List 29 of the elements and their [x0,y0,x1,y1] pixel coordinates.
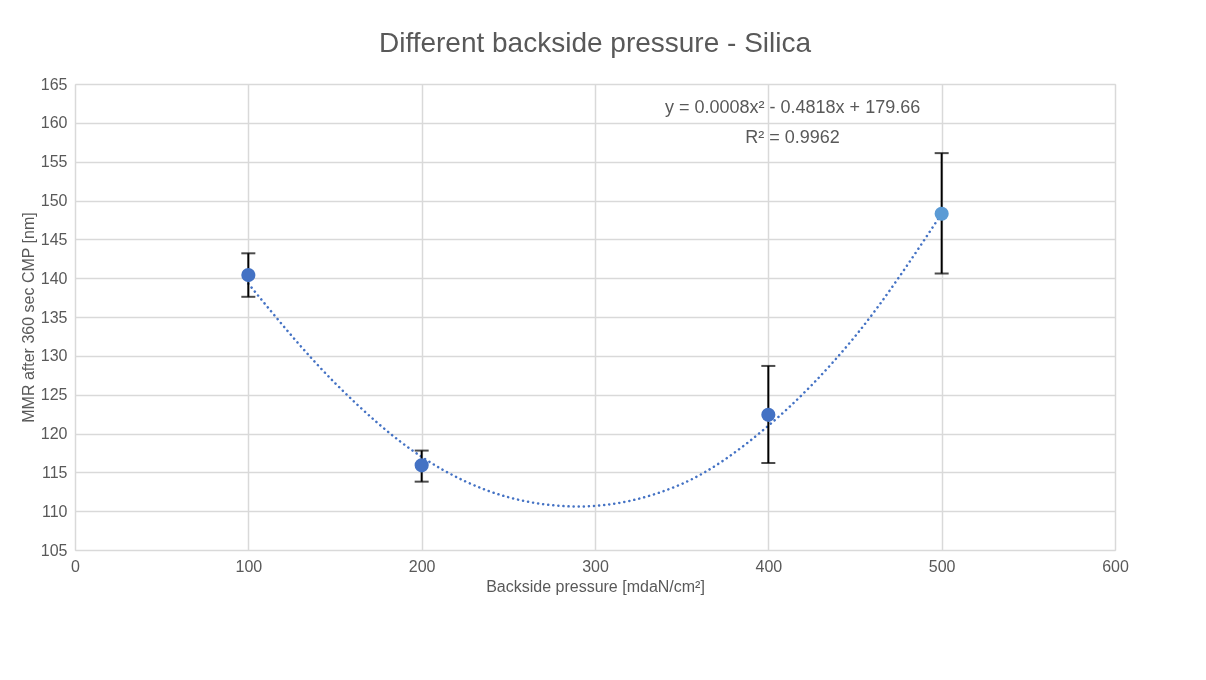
x-tick-label: 600 [1102,557,1129,575]
y-tick-label: 110 [41,502,68,520]
annotation: y = 0.0008x² - 0.4818x + 179.66 [665,97,921,117]
point [934,206,949,221]
x-tick-label: 500 [928,557,956,575]
chart-title: Different backside pressure - Silica [378,27,812,58]
point [241,268,256,283]
y-tick-label: 135 [40,308,68,326]
x-tick-label: 400 [755,557,783,575]
y-tick-label: 150 [40,192,68,209]
point [761,407,776,422]
x-axis-title: Backside pressure [mdaN/cm²] [486,577,705,595]
y-tick-label: 130 [40,347,68,365]
y-tick-label: 115 [41,463,68,481]
y-tick-label: 105 [40,541,68,559]
y-tick-label: 155 [40,153,68,171]
annotation: R² = 0.9962 [745,127,840,147]
point [414,458,429,473]
y-tick-label: 140 [40,269,68,287]
x-tick-label: 100 [235,557,263,575]
y-tick-label: 165 [40,75,68,93]
y-tick-label: 160 [40,114,68,132]
y-tick-label: 120 [40,425,68,442]
y-tick-label: 125 [40,386,68,404]
x-tick-label: 0 [71,557,81,575]
x-tick-label: 200 [408,557,436,575]
y-axis-title: MMR after 360 sec CMP [nm] [19,212,37,423]
x-tick-label: 300 [582,557,609,575]
y-tick-label: 145 [40,230,68,248]
